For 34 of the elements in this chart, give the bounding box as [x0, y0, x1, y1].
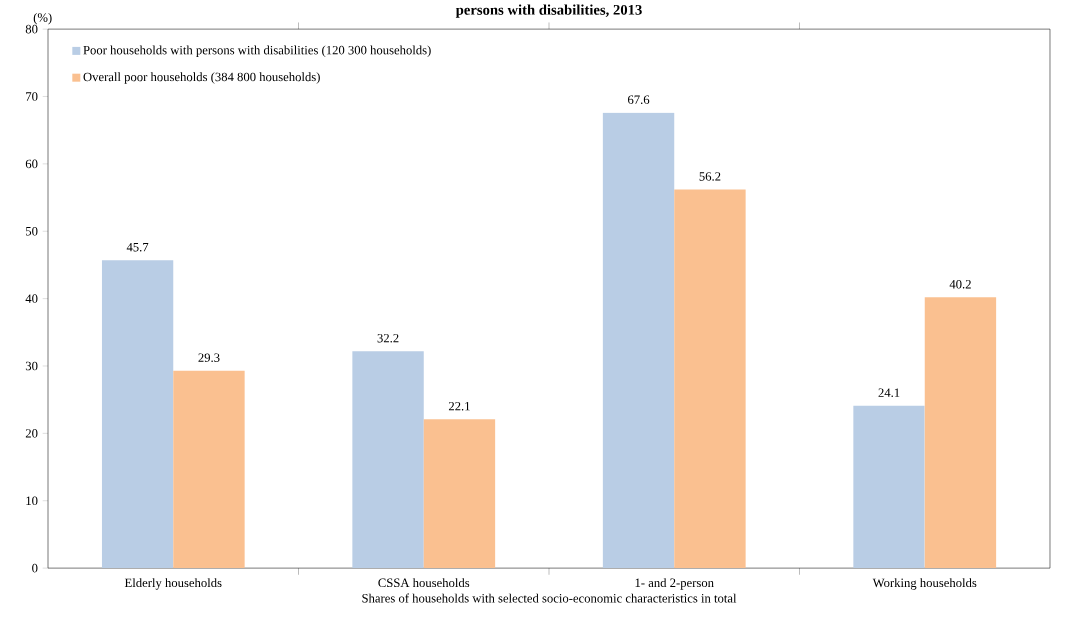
y-tick-label: 50: [26, 226, 38, 236]
y-axis-title: (%): [33, 12, 52, 25]
y-tick-label: 20: [25, 429, 38, 438]
legend-label: Poor households with persons with disabilities (120 300 households): [83, 45, 431, 57]
x-tick-label: CSSA households: [378, 578, 470, 588]
y-tick-label: 60: [25, 159, 38, 169]
bar: [674, 189, 746, 569]
bar: [173, 370, 245, 569]
x-axis-title: Shares of households with selected socio-economic characteristics in total: [362, 593, 737, 603]
data-label: 24.1: [878, 388, 900, 397]
data-label: 22.1: [448, 401, 470, 411]
x-tick-label: Elderly households: [124, 578, 222, 590]
data-label: 32.2: [377, 333, 399, 343]
bar: [101, 260, 174, 569]
x-tick-label: 1- and 2-person: [635, 578, 714, 590]
data-label: 45.7: [126, 242, 149, 252]
data-label: 40.2: [949, 279, 971, 289]
data-label: 29.3: [198, 353, 220, 362]
bar: [602, 112, 675, 569]
legend-label: Overall poor households (384 800 households): [83, 72, 320, 84]
y-tick-label: 70: [26, 92, 38, 101]
data-label: 67.6: [628, 95, 650, 104]
y-tick-label: 0: [32, 563, 38, 573]
data-label: 56.2: [699, 172, 721, 181]
y-tick-label: 40: [25, 294, 38, 303]
chart-title: persons with disabilities, 2013: [455, 4, 642, 18]
y-tick-label: 30: [25, 361, 38, 371]
bar: [423, 419, 496, 569]
bar: [853, 405, 925, 569]
bar: [924, 297, 997, 569]
bar: [352, 351, 424, 569]
y-tick-label: 10: [26, 496, 38, 505]
x-tick-label: Working households: [872, 578, 977, 590]
y-tick-label: 80: [25, 24, 38, 34]
